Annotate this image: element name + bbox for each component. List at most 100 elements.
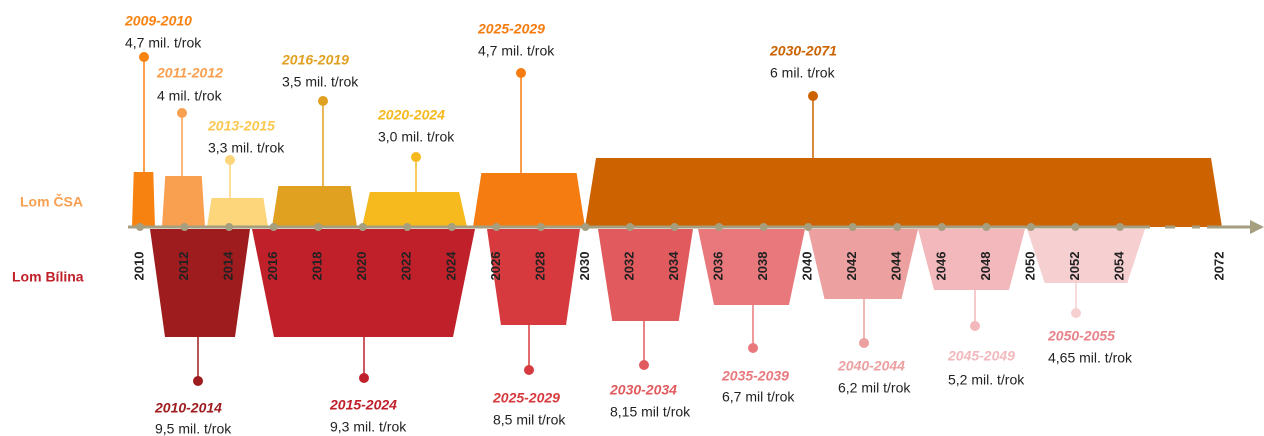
axis-arrow (1250, 220, 1264, 234)
year-label: 2016 (265, 252, 280, 281)
period-rate: 3,3 mil. t/rok (208, 140, 285, 156)
period-rate: 6,7 mil t/rok (722, 389, 795, 405)
year-label: 2052 (1067, 252, 1082, 281)
axis-dot (225, 223, 234, 231)
year-label: 2044 (889, 251, 904, 281)
axis-dot (626, 223, 634, 231)
row-label: Lom ČSA (20, 193, 83, 210)
period-shape (585, 158, 1222, 227)
year-label: 2054 (1111, 251, 1126, 281)
year-label: 2014 (221, 251, 236, 281)
axis-dot (447, 223, 456, 231)
period-title: 2010-2014 (154, 400, 222, 416)
axis-dot (180, 223, 189, 231)
pin-dot (808, 91, 818, 101)
axis-dot (1116, 223, 1124, 231)
year-label: 2034 (666, 251, 681, 281)
period-shape (598, 229, 693, 321)
period-title: 2030-2034 (609, 382, 677, 398)
period-shape (473, 173, 585, 227)
year-label: 2028 (532, 252, 547, 281)
period-shape (162, 176, 205, 227)
year-label: 2042 (844, 252, 859, 281)
period-shape (362, 192, 467, 227)
period-rate: 4,65 mil. t/rok (1048, 350, 1133, 366)
axis-dot (269, 223, 278, 231)
axis-dot (982, 223, 991, 231)
pin-dot (193, 376, 203, 386)
axis-dot (848, 223, 857, 231)
period-title: 2009-2010 (124, 13, 192, 29)
period-shape (1027, 229, 1145, 283)
pin-dot (516, 68, 526, 78)
pin-dot (1071, 308, 1081, 318)
pin-dot (225, 155, 235, 165)
year-label: 2038 (755, 252, 770, 281)
year-label: 2018 (310, 252, 325, 281)
pin-dot (970, 321, 980, 331)
axis-dot (937, 223, 946, 231)
period-rate: 8,5 mil t/rok (493, 412, 566, 428)
period-title: 2016-2019 (281, 52, 349, 68)
period-shape (132, 172, 155, 227)
pin-dot (411, 152, 421, 162)
pin-dot (524, 365, 534, 375)
period-title: 2050-2055 (1047, 328, 1115, 344)
pin-dot (859, 338, 869, 348)
axis-dot (358, 223, 367, 231)
axis-dot (581, 223, 590, 231)
axis-dot (136, 223, 144, 231)
period-shape (487, 229, 580, 325)
period-shape (698, 229, 805, 305)
period-title: 2025-2029 (477, 21, 545, 37)
period-title: 2030-2071 (769, 43, 837, 59)
period-rate: 6 mil. t/rok (770, 65, 836, 81)
period-title: 2045-2049 (947, 348, 1015, 364)
period-title: 2011-2012 (156, 65, 223, 81)
axis-dot (893, 223, 902, 231)
period-title: 2040-2044 (837, 358, 905, 374)
axis-dot (492, 223, 501, 231)
period-rate: 4,7 mil. t/rok (478, 43, 555, 59)
period-rate: 6,2 mil t/rok (838, 380, 911, 396)
year-label: 2020 (354, 252, 369, 281)
year-label: 2030 (577, 252, 592, 281)
period-rate: 4,7 mil. t/rok (125, 35, 202, 51)
period-shape (918, 229, 1025, 290)
year-label: 2012 (176, 252, 191, 281)
period-title: 2025-2029 (492, 390, 560, 406)
pin-dot (318, 96, 328, 106)
period-shape (252, 229, 475, 337)
pin-dot (748, 343, 758, 353)
year-label: 2046 (933, 252, 948, 281)
axis-dot (403, 223, 412, 231)
period-rate: 9,3 mil. t/rok (330, 419, 407, 435)
period-title: 2020-2024 (377, 107, 445, 123)
period-shape (808, 229, 918, 299)
year-label: 2024 (443, 251, 458, 281)
axis-dot (804, 223, 813, 231)
period-shape (272, 186, 357, 227)
axis-dot (670, 223, 679, 231)
axis-dot (1071, 223, 1080, 231)
axis-dot (314, 223, 323, 231)
period-shape (207, 198, 268, 227)
period-rate: 9,5 mil. t/rok (155, 421, 232, 436)
year-label: 2026 (488, 252, 503, 281)
period-rate: 3,5 mil. t/rok (282, 74, 359, 90)
pin-dot (359, 373, 369, 383)
pin-dot (139, 52, 149, 62)
pin-dot (177, 108, 187, 118)
axis-dot (759, 223, 768, 231)
axis-dot (536, 223, 545, 231)
year-label: 2040 (800, 252, 815, 281)
pin-dot (639, 360, 649, 370)
year-label: 2072 (1211, 252, 1226, 281)
period-rate: 5,2 mil. t/rok (948, 372, 1025, 388)
year-label: 2048 (978, 252, 993, 281)
period-shape (150, 229, 250, 337)
axis-dot (715, 223, 724, 231)
axis-dot (1026, 223, 1035, 231)
period-title: 2015-2024 (329, 397, 397, 413)
